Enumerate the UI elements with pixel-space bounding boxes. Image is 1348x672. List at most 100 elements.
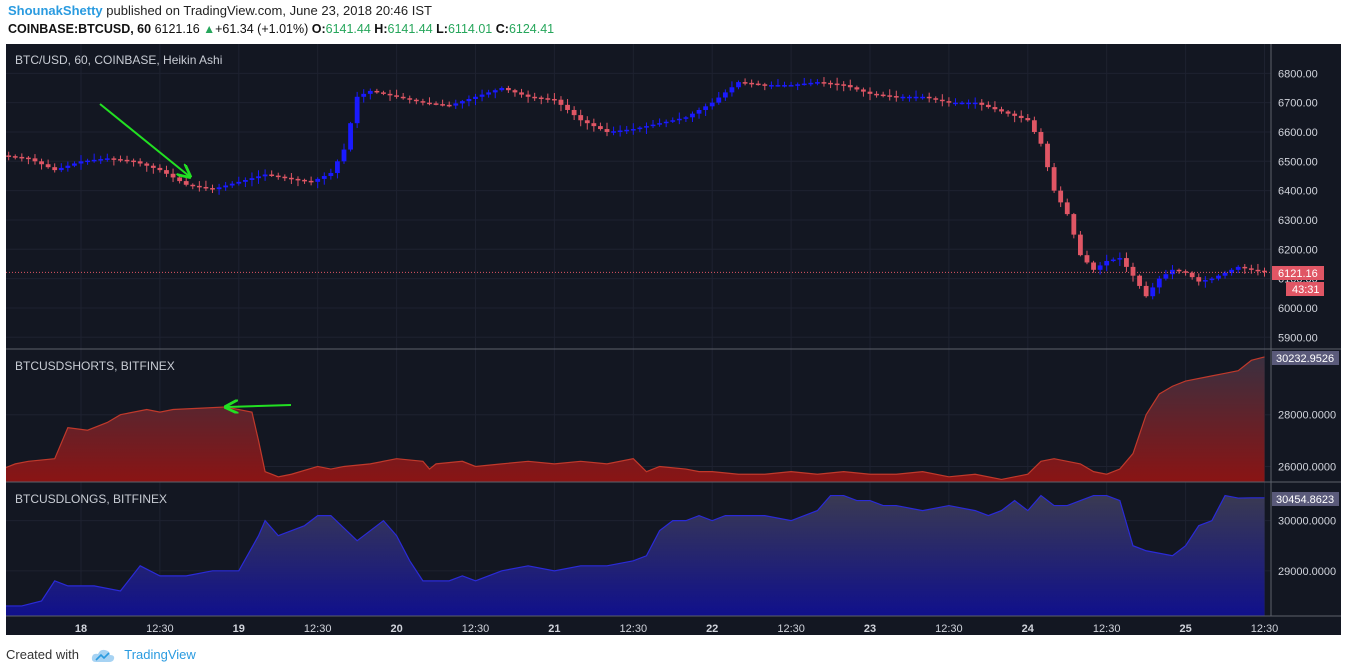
candle-body bbox=[512, 90, 518, 93]
time-tick-label: 24 bbox=[1022, 623, 1035, 635]
candle-body bbox=[341, 149, 347, 162]
time-tick-label: 21 bbox=[548, 623, 560, 635]
x-axis[interactable]: 18 12:30 19 12:30 20 12:30 21 12:30 22 12:30 23 12:… bbox=[75, 623, 1278, 635]
tradingview-link[interactable]: TradingView bbox=[124, 647, 196, 662]
open-value: 6141.44 bbox=[325, 22, 371, 36]
candle-body bbox=[1117, 258, 1123, 260]
low-value: 6114.01 bbox=[447, 22, 493, 36]
candle-body bbox=[1163, 274, 1169, 279]
plot-layer bbox=[1, 77, 1271, 616]
candle-body bbox=[400, 96, 406, 99]
candle-body bbox=[275, 175, 281, 178]
candle-body bbox=[907, 96, 912, 99]
time-tick-label: 20 bbox=[390, 623, 402, 635]
shorts-tick-label: 28000.0000 bbox=[1278, 410, 1336, 422]
candle-body bbox=[177, 177, 183, 182]
price-tick-label: 6000.00 bbox=[1278, 303, 1318, 315]
candle-body bbox=[1209, 278, 1215, 281]
candle-body bbox=[920, 96, 925, 99]
candle-body bbox=[505, 87, 511, 91]
candle-body bbox=[459, 101, 465, 104]
footer: Created with TradingView bbox=[6, 647, 196, 663]
up-arrow-icon: ▲ bbox=[203, 22, 216, 36]
candle-body bbox=[262, 174, 268, 177]
longs-series-line bbox=[2, 494, 1265, 607]
candle-body bbox=[1248, 268, 1254, 270]
longs-area-fill bbox=[2, 495, 1265, 616]
candle-body bbox=[637, 127, 643, 130]
candle-body bbox=[1084, 255, 1090, 263]
author-link[interactable]: ShounakShetty bbox=[8, 3, 103, 18]
candle-body bbox=[1222, 272, 1228, 276]
candle-body bbox=[690, 113, 695, 118]
chart-svg[interactable]: 6800.00 6700.00 6600.00 6500.00 6400.00 6300.… bbox=[1, 44, 1341, 635]
candle-body bbox=[1018, 115, 1024, 119]
candle-body bbox=[256, 176, 261, 179]
annotation-arrow-price bbox=[99, 103, 189, 176]
candle-body bbox=[959, 102, 965, 105]
candle-body bbox=[1104, 261, 1110, 266]
candle-body bbox=[985, 104, 991, 108]
candle-body bbox=[808, 82, 814, 85]
candle-body bbox=[118, 159, 123, 161]
candle-body bbox=[499, 87, 505, 91]
candle-body bbox=[729, 87, 735, 93]
candle-body bbox=[242, 180, 248, 182]
candle-body bbox=[532, 96, 538, 99]
candle-body bbox=[486, 92, 492, 95]
candle-body bbox=[394, 95, 399, 97]
candle-body bbox=[874, 93, 879, 96]
time-tick-label: 12:30 bbox=[935, 623, 963, 635]
candle-body bbox=[1242, 266, 1248, 269]
candle-body bbox=[584, 120, 590, 124]
candle-body bbox=[854, 87, 860, 90]
candle-body bbox=[565, 104, 570, 110]
price-tick-label: 6400.00 bbox=[1278, 186, 1318, 198]
candle-body bbox=[788, 85, 794, 87]
shorts-series-line bbox=[1, 356, 1265, 481]
price-scale-bg[interactable] bbox=[1271, 44, 1341, 635]
shorts-area-fill bbox=[2, 356, 1265, 482]
candle-body bbox=[591, 123, 597, 127]
candle-body bbox=[946, 101, 952, 103]
candle-body bbox=[887, 95, 893, 97]
candle-body bbox=[683, 117, 689, 119]
candle-body bbox=[703, 106, 709, 110]
chart-area[interactable]: 6800.00 6700.00 6600.00 6500.00 6400.00 6300.… bbox=[1, 44, 1341, 635]
candle-body bbox=[657, 123, 662, 125]
candle-body bbox=[45, 164, 51, 168]
candle-body bbox=[157, 167, 163, 171]
candle-body bbox=[578, 115, 584, 121]
candle-body bbox=[716, 97, 722, 103]
price-tick-label: 6500.00 bbox=[1278, 156, 1318, 168]
created-with-text: Created with bbox=[6, 647, 79, 662]
candle-body bbox=[12, 156, 18, 158]
candle-body bbox=[433, 103, 439, 105]
candle-body bbox=[446, 104, 452, 107]
candle-body bbox=[558, 99, 564, 105]
candle-body bbox=[65, 165, 71, 168]
candle-body bbox=[999, 109, 1004, 112]
countdown-text: 43:31 bbox=[1292, 284, 1320, 296]
time-tick-label: 12:30 bbox=[1093, 623, 1121, 635]
candle-body bbox=[420, 101, 426, 103]
candle-body bbox=[1216, 275, 1221, 279]
y-axes: 6800.00 6700.00 6600.00 6500.00 6400.00 6300.… bbox=[1278, 68, 1336, 578]
candle-body bbox=[821, 82, 827, 84]
candle-body bbox=[742, 82, 748, 84]
longs-tick-label: 30000.0000 bbox=[1278, 516, 1336, 528]
candle-body bbox=[361, 93, 367, 97]
close-label: C: bbox=[495, 22, 509, 36]
candle-body bbox=[210, 188, 215, 190]
price-tick-label: 6700.00 bbox=[1278, 98, 1318, 110]
candle-body bbox=[413, 99, 419, 102]
candle-body bbox=[966, 102, 972, 105]
candle-body bbox=[1262, 270, 1267, 273]
candle-body bbox=[381, 92, 386, 94]
candle-body bbox=[144, 163, 150, 166]
candle-body bbox=[1137, 275, 1142, 286]
candle-body bbox=[1078, 234, 1083, 256]
candle-body bbox=[900, 96, 906, 99]
low-label: L: bbox=[436, 22, 448, 36]
candle-body bbox=[492, 90, 498, 93]
